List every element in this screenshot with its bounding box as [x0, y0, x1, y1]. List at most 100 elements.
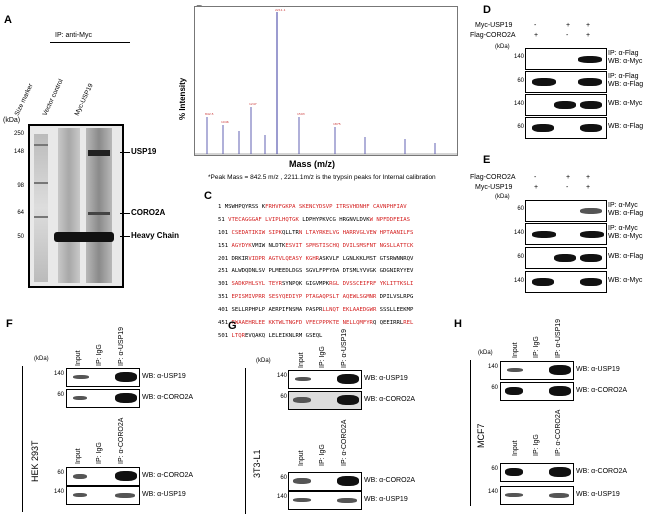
f-mw-1: 140 — [53, 371, 64, 377]
lane-label-myc-usp19: Myc-USP19 — [73, 82, 95, 117]
f-cell-line: HEK 293T — [30, 440, 40, 482]
g-kda: (kDa) — [256, 358, 271, 364]
marker-148: 148 — [13, 149, 24, 155]
d-row-label-flag-coro2a: Flag-CORO2A — [470, 32, 516, 39]
e-blot-4 — [525, 271, 607, 293]
f-blot-4-label: WB: α-USP19 — [142, 491, 186, 498]
svg-text:2211.1: 2211.1 — [275, 8, 286, 12]
g-lane-ip-bottom: IP: α-CORO2A — [341, 419, 348, 466]
g-side-line — [245, 368, 246, 514]
h-cell-line: MCF7 — [476, 423, 486, 449]
h-blot-3 — [500, 463, 574, 482]
d-mw-1: 140 — [513, 54, 524, 60]
marker-50: 50 — [17, 234, 24, 240]
h-mw-1: 140 — [487, 364, 498, 370]
h-blot-4-label: WB: α-USP19 — [576, 491, 620, 498]
h-mw-4: 140 — [487, 489, 498, 495]
e-sign: + — [586, 174, 591, 181]
d-blot-1 — [525, 48, 607, 70]
h-blot-2 — [500, 382, 574, 401]
kda-label-a: (kDa) — [3, 117, 21, 124]
d-row-label-myc-usp19: Myc-USP19 — [475, 22, 513, 29]
h-blot-1-label: WB: α-USP19 — [576, 366, 620, 373]
d-blot-2-label: IP: α-Flag WB: α-Flag — [608, 73, 644, 88]
f-mw-4: 140 — [53, 489, 64, 495]
e-sign: + — [566, 174, 571, 181]
ms-note: *Peak Mass = 842.5 m/z , 2211.1m/z is th… — [208, 174, 436, 181]
e-mw-4: 140 — [513, 278, 524, 284]
ms-xlabel: Mass (m/z) — [289, 159, 336, 169]
f-blot-2 — [66, 389, 140, 408]
f-lane-igg-top: IP: IgG — [96, 344, 103, 366]
lane-label-size-marker: Size marker — [13, 82, 35, 117]
e-sign: + — [534, 184, 539, 191]
f-blot-4 — [66, 486, 140, 505]
g-lane-igg-top: IP: IgG — [319, 346, 326, 368]
e-blot-3 — [525, 247, 607, 269]
arrow-usp19-line — [120, 152, 130, 153]
seq-line-151: 151 AGYDYKVMIW NLDTKESVIT SPMSTISCHQ DVI… — [218, 242, 414, 249]
e-mw-1: 60 — [517, 206, 524, 212]
d-blot-2 — [525, 71, 607, 93]
g-cell-line: 3T3-L1 — [252, 449, 262, 478]
seq-line-251: 251 ALWDQDNLSV PLMEEDLDGS SGVLFPFYDA DTS… — [218, 268, 414, 275]
g-blot-3 — [288, 472, 362, 491]
g-lane-input-top: Input — [298, 352, 305, 368]
ms-spectrum-svg: 842.5 1046 1247 2211.1 1593 1875 — [195, 8, 457, 155]
e-row-label-myc-usp19: Myc-USP19 — [475, 184, 513, 191]
g-blot-4-label: WB: α-USP19 — [364, 496, 408, 503]
marker-98: 98 — [17, 183, 24, 189]
f-lane-ip-top: IP: α-USP19 — [118, 326, 125, 366]
seq-line-101: 101 CSEDATIKIW SIPKQLLTRN LTAYRKELVG HAR… — [218, 230, 414, 237]
d-sign: + — [586, 22, 591, 29]
d-mw-4: 60 — [517, 124, 524, 130]
panel-label-g: G — [228, 320, 237, 332]
d-sign: + — [566, 22, 571, 29]
arrow-label-coro2a: CORO2A — [131, 208, 166, 217]
f-lane-input-bottom: Input — [75, 448, 82, 464]
d-blot-4 — [525, 117, 607, 139]
h-kda: (kDa) — [478, 350, 493, 356]
d-sign: - — [534, 22, 537, 29]
h-lane-ip-top: IP: α-USP19 — [555, 318, 562, 358]
h-blot-1 — [500, 361, 574, 380]
panel-label-a: A — [4, 14, 12, 26]
g-blot-1-label: WB: α-USP19 — [364, 375, 408, 382]
f-blot-1-label: WB: α-USP19 — [142, 373, 186, 380]
seq-line-451: 451 RWAAEHRLEE KKTWLTNGFD VFECPPPKTE NEL… — [218, 319, 414, 326]
f-blot-2-label: WB: α-CORO2A — [142, 394, 194, 401]
h-lane-input-top: Input — [512, 342, 519, 358]
h-blot-3-label: WB: α-CORO2A — [576, 468, 628, 475]
h-mw-2: 60 — [491, 385, 498, 391]
g-blot-2 — [288, 391, 362, 410]
g-mw-1: 140 — [276, 373, 287, 379]
f-blot-1 — [66, 368, 140, 387]
h-blot-4 — [500, 486, 574, 505]
g-mw-2: 60 — [280, 394, 287, 400]
d-blot-4-label: WB: α-Flag — [608, 123, 644, 130]
f-lane-input-top: Input — [75, 350, 82, 366]
g-blot-3-label: WB: α-CORO2A — [364, 477, 416, 484]
e-blot-2-label: IP: α-Myc WB: α-Myc — [608, 225, 643, 240]
f-blot-3-label: WB: α-CORO2A — [142, 472, 194, 479]
g-mw-3: 60 — [280, 475, 287, 481]
d-sign: + — [586, 32, 591, 39]
d-mw-2: 60 — [517, 78, 524, 84]
svg-text:1593: 1593 — [297, 112, 305, 116]
lane-label-vector-control: Vector control — [41, 78, 65, 117]
e-sign: - — [566, 184, 569, 191]
e-sign: + — [586, 184, 591, 191]
h-blot-2-label: WB: α-CORO2A — [576, 387, 628, 394]
g-blot-1 — [288, 370, 362, 389]
g-mw-4: 140 — [276, 494, 287, 500]
sequence-block: 1 MSWHPQYRSS KFRHVFGKPA SKENCYDSVP ITRSV… — [218, 198, 413, 345]
f-lane-ip-bottom: IP: α-CORO2A — [118, 417, 125, 464]
marker-64: 64 — [17, 210, 24, 216]
f-mw-3: 60 — [57, 470, 64, 476]
d-kda: (kDa) — [495, 44, 510, 50]
g-lane-input-bottom: Input — [298, 450, 305, 466]
e-blot-2 — [525, 223, 607, 245]
panel-label-h: H — [454, 318, 462, 330]
seq-line-351: 351 EPISMIVPRR SESYQEDIYP PTAGAQPSLT AQE… — [218, 294, 414, 301]
h-lane-igg-bottom: IP: IgG — [533, 434, 540, 456]
